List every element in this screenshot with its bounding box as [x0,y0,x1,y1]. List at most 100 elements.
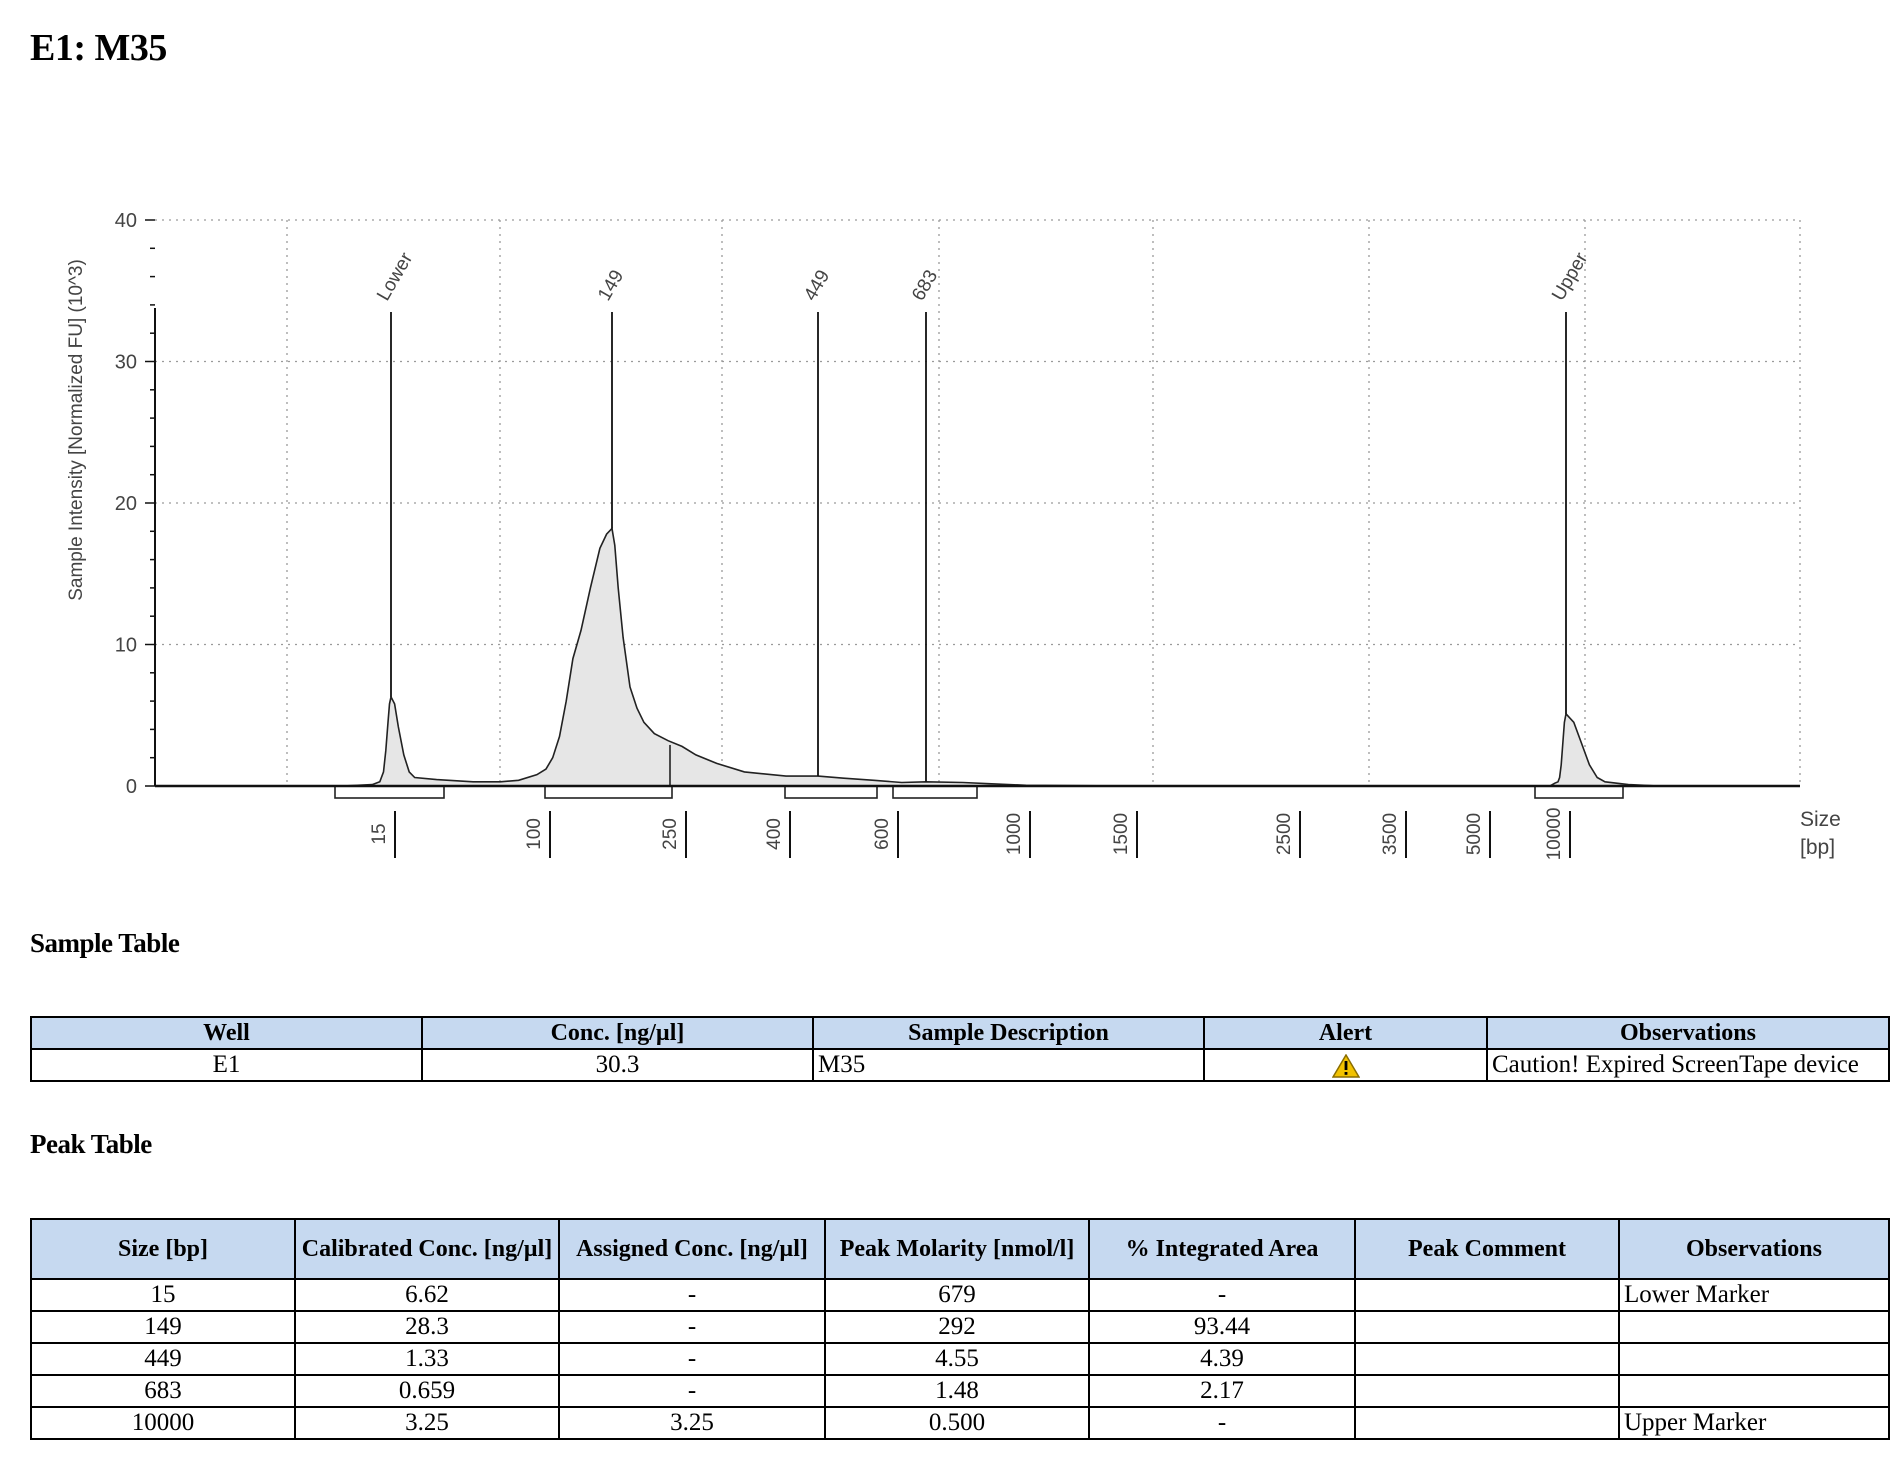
cell-peak-comment [1354,1374,1620,1408]
cell-calibrated-conc: 28.3 [294,1310,560,1344]
cell-size: 15 [30,1278,296,1312]
cell-peak-molarity: 0.500 [824,1406,1090,1440]
cell-peak-molarity: 4.55 [824,1342,1090,1376]
cell-well: E1 [30,1048,423,1082]
cell-observations [1618,1310,1890,1344]
cell-observations: Lower Marker [1618,1278,1890,1312]
header-calibrated-conc: Calibrated Conc. [ng/µl] [294,1218,560,1280]
cell-calibrated-conc: 0.659 [294,1374,560,1408]
header-peak-comment: Peak Comment [1354,1218,1620,1280]
grid-lines [155,219,1801,786]
peak-label: Upper [1548,249,1592,305]
cell-peak-molarity: 679 [824,1278,1090,1312]
header-observations: Observations [1486,1016,1890,1050]
table-row: 10000 3.25 3.25 0.500- Upper Marker [30,1406,1890,1440]
header-sample-description: Sample Description [812,1016,1205,1050]
header-conc: Conc. [ng/µl] [421,1016,814,1050]
cell-calibrated-conc: 1.33 [294,1342,560,1376]
trace-area [155,526,1800,787]
cell-size: 10000 [30,1406,296,1440]
ladder-tick-label: 15 [369,823,390,844]
y-tick-label: 30 [115,352,137,374]
cell-size: 149 [30,1310,296,1344]
cell-peak-comment [1354,1310,1620,1344]
cell-integrated-area: - [1088,1278,1356,1312]
y-tick-label: 40 [115,210,137,232]
cell-sample-description: M35 [812,1048,1205,1082]
peak-table: Size [bp] Calibrated Conc. [ng/µl] Assig… [30,1218,1890,1440]
ladder-tick-label: 2500 [1274,813,1295,855]
cell-calibrated-conc: 6.62 [294,1278,560,1312]
cell-assigned-conc: - [558,1310,826,1344]
cell-peak-molarity: 1.48 [824,1374,1090,1408]
peak-label: 149 [594,267,628,305]
cell-integrated-area: - [1088,1406,1356,1440]
cell-assigned-conc: 3.25 [558,1406,826,1440]
peak-markers: Lower 149 449 683 Upper [373,249,1593,782]
cell-peak-comment [1354,1278,1620,1312]
table-row: 449 1.33-4.55 4.39 [30,1342,1890,1376]
table-row: 683 0.659-1.48 2.17 [30,1374,1890,1408]
header-alert: Alert [1203,1016,1488,1050]
cell-integrated-area: 93.44 [1088,1310,1356,1344]
header-observations: Observations [1618,1218,1890,1280]
cell-observations: Upper Marker [1618,1406,1890,1440]
y-tick-label: 20 [115,493,137,515]
peak-region-box [892,785,978,799]
peak-label: 683 [908,267,942,305]
cell-conc: 30.3 [421,1048,814,1082]
sample-table-title: Sample Table [30,928,180,958]
ladder-tick-label: 600 [872,818,893,850]
header-integrated-area: % Integrated Area [1088,1218,1356,1280]
cell-observations: Caution! Expired ScreenTape device [1486,1048,1890,1082]
cell-peak-molarity: 292 [824,1310,1090,1344]
trace-curve [155,526,1800,787]
peak-region-box [334,785,445,799]
ladder-tick-label: 3500 [1380,813,1401,855]
y-tick-label: 10 [115,635,137,657]
y-axis-label: Sample Intensity [Normalized FU] (10^3) [66,259,87,601]
ladder-tick-label: 400 [764,818,785,850]
peak-region-box [784,785,878,799]
cell-alert [1203,1048,1488,1082]
header-assigned-conc: Assigned Conc. [ng/µl] [558,1218,826,1280]
cell-observations [1618,1342,1890,1376]
cell-observations [1618,1374,1890,1408]
cell-peak-comment [1354,1406,1620,1440]
table-row: E1 30.3 M35 Caution! Expired ScreenTape … [30,1048,1890,1082]
cell-assigned-conc: - [558,1278,826,1312]
ladder-tick-label: 10000 [1544,808,1565,861]
x-axis-label-line1: Size [1800,808,1841,831]
peak-table-header-row: Size [bp] Calibrated Conc. [ng/µl] Assig… [30,1218,1890,1280]
cell-size: 683 [30,1374,296,1408]
sample-table: Well Conc. [ng/µl] Sample Description Al… [30,1016,1890,1082]
ladder-tick-label: 1000 [1004,813,1025,855]
header-size: Size [bp] [30,1218,296,1280]
cell-integrated-area: 4.39 [1088,1342,1356,1376]
electropherogram-chart: 0 10 20 30 40 Lower 149 449 683 Upper 15 100 250 40… [66,210,1841,861]
table-row: 15 6.62-679- Lower Marker [30,1278,1890,1312]
ladder-tick-label: 1500 [1111,813,1132,855]
x-axis-label-line2: [bp] [1800,836,1835,859]
peak-table-title: Peak Table [30,1129,152,1159]
warning-icon [1331,1054,1360,1079]
axes: 0 10 20 30 40 [115,210,1800,799]
y-tick-label: 0 [126,776,137,798]
cell-size: 449 [30,1342,296,1376]
cell-integrated-area: 2.17 [1088,1374,1356,1408]
peak-label: Lower [373,249,417,305]
ladder-tick-label: 5000 [1464,813,1485,855]
cell-assigned-conc: - [558,1342,826,1376]
ladder-tick-label: 250 [660,818,681,850]
cell-peak-comment [1354,1342,1620,1376]
cell-assigned-conc: - [558,1374,826,1408]
header-well: Well [30,1016,423,1050]
header-peak-molarity: Peak Molarity [nmol/l] [824,1218,1090,1280]
peak-label: 449 [800,267,834,305]
peak-region-box [544,785,673,799]
sample-table-header-row: Well Conc. [ng/µl] Sample Description Al… [30,1016,1890,1050]
cell-calibrated-conc: 3.25 [294,1406,560,1440]
ladder-ticks: 15 100 250 400 600 1000 1500 2500 3500 5000 10000 [369,808,1571,861]
ladder-tick-label: 100 [524,818,545,850]
peak-region-box [1534,785,1624,799]
